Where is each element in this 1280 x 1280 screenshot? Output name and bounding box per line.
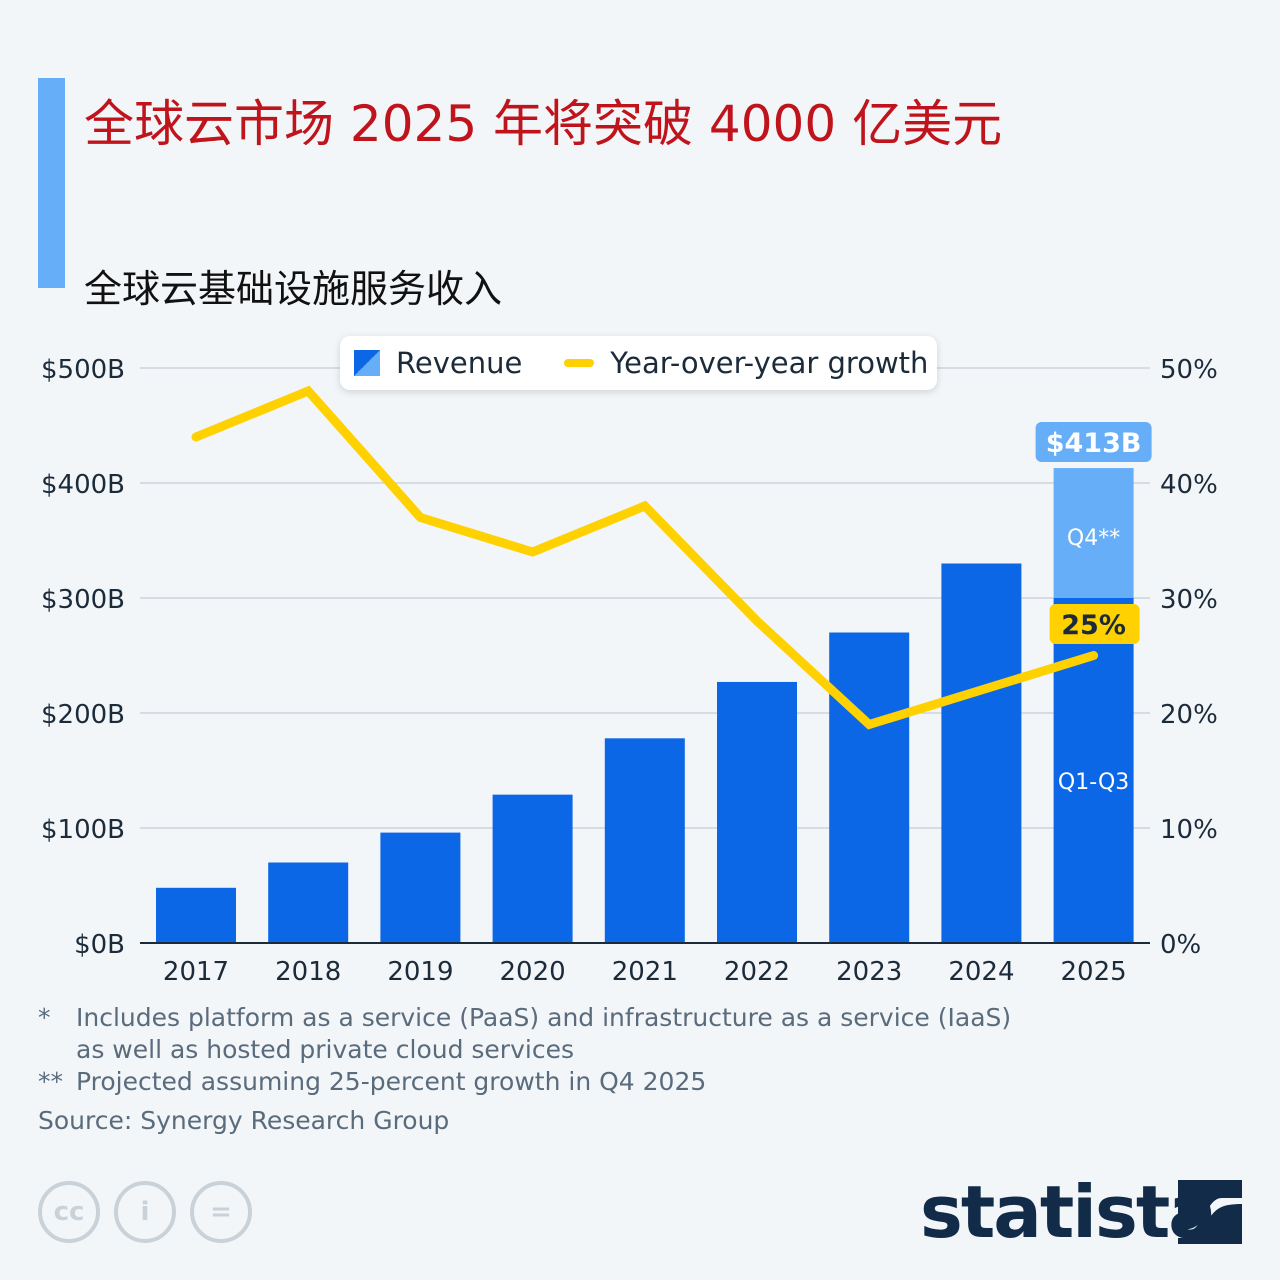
no-derivatives-icon[interactable]: = (190, 1181, 252, 1243)
x-tick-label: 2019 (387, 957, 453, 987)
y2-tick-label: 30% (1160, 585, 1218, 615)
bar-2018 (268, 862, 349, 943)
bar-2024 (941, 563, 1022, 943)
note-mark: * (38, 1003, 51, 1032)
q1q3-label: Q1-Q3 (1058, 770, 1129, 795)
note-text: as well as hosted private cloud services (76, 1035, 574, 1064)
bar-2022 (717, 681, 797, 943)
chart-subtitle: 全球云基础设施服务收入 (84, 267, 503, 311)
note-mark (38, 1034, 76, 1066)
bar-2020 (492, 794, 573, 943)
note-text: Includes platform as a service (PaaS) an… (76, 1003, 1012, 1032)
y2-tick-label: 0% (1160, 930, 1201, 960)
chart: $0B 0% $100B 10% $200B 20% $300B 30% $400B 40% $50… (41, 355, 1218, 987)
bar-2021 (604, 738, 685, 943)
bar-q4-2025 (1053, 468, 1134, 598)
chart-title: 全球云市场 2025 年将突破 4000 亿美元 (84, 95, 1003, 153)
x-tick-label: 2018 (275, 957, 341, 987)
bar-2017 (156, 887, 236, 943)
y2-tick-label: 20% (1160, 700, 1218, 730)
legend-growth-label: Year-over-year growth (610, 346, 929, 380)
x-tick-label: 2017 (163, 957, 229, 987)
x-tick-label: 2021 (612, 957, 678, 987)
y-tick-label: $200B (41, 700, 125, 730)
growth-label: 25% (1061, 610, 1126, 641)
cc-icon[interactable]: cc (38, 1181, 100, 1243)
growth-label-box (1049, 604, 1140, 644)
note-mark: ** (38, 1067, 63, 1096)
logo-text: statista (920, 1170, 1217, 1254)
y2-tick-label: 50% (1160, 355, 1218, 385)
x-tick-label: 2020 (500, 957, 566, 987)
legend: Revenue Year-over-year growth (340, 336, 937, 390)
accent-bar (38, 78, 65, 288)
total-label-box (1035, 422, 1152, 463)
x-tick-label: 2024 (948, 957, 1014, 987)
legend-revenue-label: Revenue (396, 346, 523, 380)
q4-label: Q4** (1067, 526, 1120, 551)
x-tick-label: 2023 (836, 957, 902, 987)
bar-2023 (829, 632, 910, 943)
total-label: $413B (1046, 428, 1142, 459)
y-tick-label: $400B (41, 470, 125, 500)
y2-tick-label: 40% (1160, 470, 1218, 500)
y2-tick-label: 10% (1160, 815, 1218, 845)
y-tick-label: $100B (41, 815, 125, 845)
legend-revenue-swatch (354, 350, 380, 376)
attribution-icon[interactable]: i (114, 1181, 176, 1243)
footnotes: * Includes platform as a service (PaaS) a… (38, 1002, 1011, 1098)
statista-logo-icon (1178, 1180, 1242, 1244)
y-tick-label: $0B (74, 930, 125, 960)
y-tick-label: $300B (41, 585, 125, 615)
bar-2019 (380, 832, 461, 943)
x-tick-label: 2022 (724, 957, 790, 987)
source: Source: Synergy Research Group (38, 1106, 450, 1135)
note-text: Projected assuming 25-percent growth in … (76, 1067, 707, 1096)
legend-growth-swatch (564, 359, 595, 367)
statista-logo: statista (920, 1170, 1217, 1254)
x-tick-label: 2025 (1061, 957, 1127, 987)
y-tick-label: $500B (41, 355, 125, 385)
